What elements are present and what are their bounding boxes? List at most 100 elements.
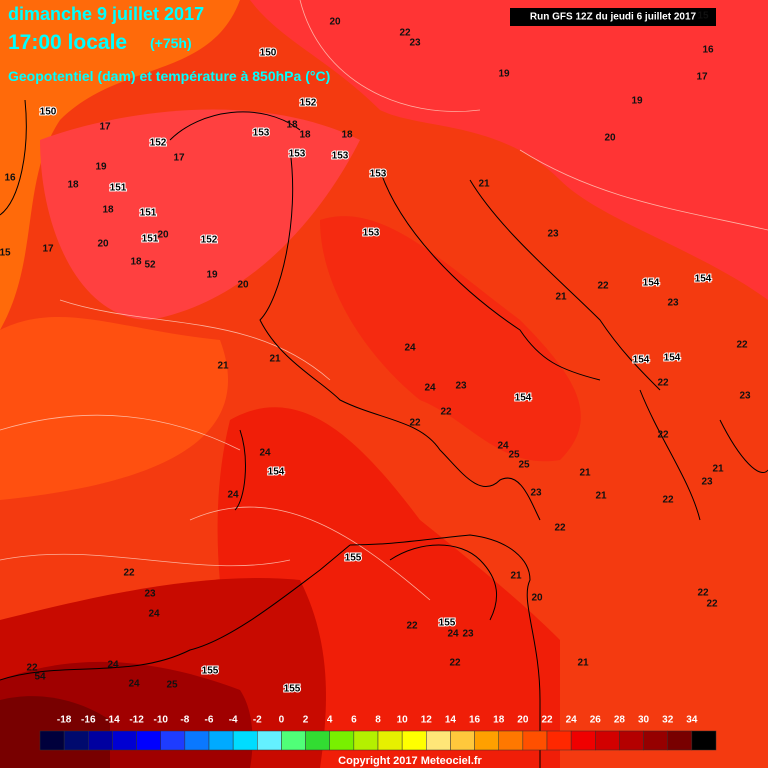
- map-label: 17: [696, 72, 708, 83]
- map-label: 25: [508, 450, 520, 461]
- map-label: 22: [409, 418, 421, 429]
- legend-swatch: [377, 730, 403, 751]
- map-label: 152: [150, 138, 167, 149]
- legend-label: 0: [279, 715, 285, 726]
- legend-swatch: [426, 730, 451, 751]
- run-info: Run GFS 12Z du jeudi 6 juillet 2017: [530, 12, 697, 23]
- legend-swatch: [546, 730, 572, 751]
- map-label: 23: [462, 629, 474, 640]
- map-label: 17: [42, 244, 54, 255]
- legend-swatch: [667, 730, 693, 751]
- legend-swatch: [39, 730, 65, 751]
- legend-swatch: [305, 730, 330, 751]
- map-label: 24: [424, 383, 436, 394]
- map-label: 24: [259, 448, 271, 459]
- map-label: 150: [260, 48, 277, 59]
- legend-label: 28: [614, 715, 626, 726]
- map-label: 22: [706, 599, 718, 610]
- map-label: 52: [144, 260, 156, 271]
- legend-label: 32: [662, 715, 674, 726]
- map-label: 155: [202, 666, 219, 677]
- map-label: 152: [300, 98, 317, 109]
- legend-swatch: [329, 730, 355, 751]
- warm-zone: [0, 0, 240, 330]
- map-label: 21: [712, 464, 724, 475]
- legend-label: 6: [351, 715, 357, 726]
- legend-label: 34: [686, 715, 698, 726]
- map-label: 155: [439, 618, 456, 629]
- map-label: 23: [667, 298, 679, 309]
- legend-swatch: [88, 730, 113, 751]
- legend-label: 10: [397, 715, 409, 726]
- map-label: 21: [510, 571, 522, 582]
- map-label: 20: [604, 133, 616, 144]
- legend-label: -12: [129, 715, 144, 726]
- map-label: 22: [736, 340, 748, 351]
- legend-label: 26: [590, 715, 602, 726]
- map-label: 153: [289, 149, 306, 160]
- map-label: 15: [697, 11, 709, 22]
- legend-label: -10: [153, 715, 168, 726]
- map-label: 154: [268, 467, 285, 478]
- map-label: 151: [142, 234, 159, 245]
- map-label: 153: [253, 128, 270, 139]
- map-label: 155: [284, 684, 301, 695]
- map-label: 22: [697, 588, 709, 599]
- field-title: Geopotentiel (dam) et température à 850h…: [8, 68, 330, 84]
- map-label: 18: [286, 120, 298, 131]
- legend-swatch: [208, 730, 234, 751]
- legend-label: -2: [253, 715, 262, 726]
- legend-swatch: [353, 730, 379, 751]
- legend-label: -8: [180, 715, 189, 726]
- legend-swatch: [474, 730, 499, 751]
- map-label: 24: [148, 609, 160, 620]
- map-label: 16: [4, 173, 16, 184]
- map-label: 154: [664, 353, 681, 364]
- map-label: 23: [144, 589, 156, 600]
- legend-label: 20: [517, 715, 529, 726]
- legend-swatch: [619, 730, 644, 751]
- legend-label: -18: [57, 715, 72, 726]
- map-label: 151: [140, 208, 157, 219]
- map-label: 19: [95, 162, 107, 173]
- legend-swatch: [136, 730, 161, 751]
- map-label: 17: [99, 122, 111, 133]
- map-label: 23: [701, 477, 713, 488]
- map-label: 20: [157, 230, 169, 241]
- cool-zone: [250, 0, 768, 300]
- map-label: 23: [547, 229, 559, 240]
- legend-label: 22: [541, 715, 553, 726]
- map-label: 24: [404, 343, 416, 354]
- map-label: 22: [662, 495, 674, 506]
- legend-swatch: [184, 730, 210, 751]
- legend-swatch: [112, 730, 137, 751]
- cool-zone: [40, 109, 360, 320]
- map-label: 25: [166, 680, 178, 691]
- run-box: [510, 8, 716, 26]
- legend-label: 12: [421, 715, 433, 726]
- legend-label: 18: [493, 715, 505, 726]
- map-label: 22: [26, 663, 38, 674]
- map-label: 21: [577, 658, 589, 669]
- map-label: 19: [206, 270, 218, 281]
- map-label: 22: [657, 430, 669, 441]
- map-label: 20: [329, 17, 341, 28]
- legend-label: 8: [375, 715, 381, 726]
- time: 17:00 locale: [8, 31, 127, 54]
- legend-label: -6: [205, 715, 214, 726]
- map-label: 15: [0, 248, 11, 259]
- legend-swatch: [160, 730, 186, 751]
- map-label: 23: [455, 381, 467, 392]
- legend-label: 30: [638, 715, 650, 726]
- map-label: 155: [345, 553, 362, 564]
- coastline: [0, 99, 768, 768]
- map-label: 19: [631, 96, 643, 107]
- map-label: 21: [478, 179, 490, 190]
- map-label: 18: [299, 130, 311, 141]
- map-label: 18: [67, 180, 79, 191]
- legend-label: -16: [81, 715, 96, 726]
- map-label: 18: [130, 257, 142, 268]
- legend-label: 2: [303, 715, 309, 726]
- legend-label: -14: [105, 715, 120, 726]
